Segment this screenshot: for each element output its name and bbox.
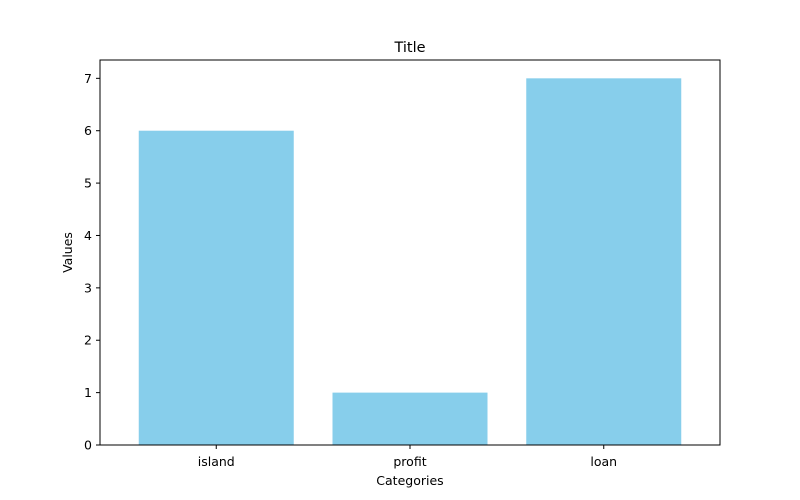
y-tick-label: 6 [84,123,92,138]
x-tick-label: profit [393,454,426,469]
x-tick-label: loan [590,454,617,469]
x-axis: island profit loan [198,445,617,469]
x-axis-label: Categories [376,473,443,488]
bar-profit [332,392,488,445]
y-tick-label: 7 [84,71,92,86]
y-tick-label: 3 [84,280,92,295]
bar-loan [526,78,682,445]
y-tick-label: 4 [84,228,92,243]
bar-island [138,130,294,445]
x-tick-label: island [198,454,235,469]
y-tick-label: 2 [84,333,92,348]
bars-group [138,78,682,445]
y-tick-label: 5 [84,176,92,191]
chart-title: Title [393,40,425,56]
y-tick-label: 1 [84,385,92,400]
y-axis: 0 1 2 3 4 5 6 7 [84,71,100,453]
y-tick-label: 0 [84,438,92,453]
y-axis-label: Values [60,232,75,273]
